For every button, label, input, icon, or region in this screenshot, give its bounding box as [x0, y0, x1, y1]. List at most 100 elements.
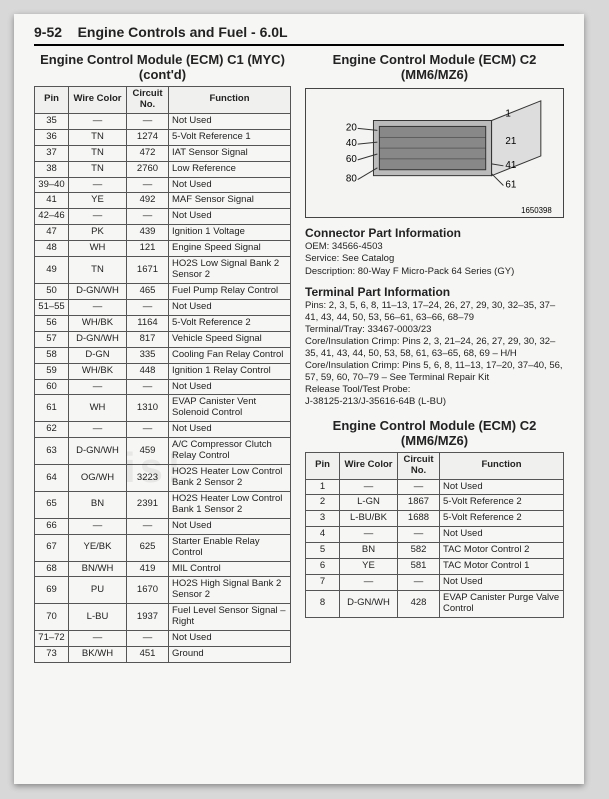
table-cell: 63 [35, 438, 69, 465]
svg-text:41: 41 [505, 160, 516, 171]
table-cell: 3 [306, 511, 340, 527]
table-row: 8D-GN/WH428EVAP Canister Purge Valve Con… [306, 590, 564, 617]
table-cell: 1937 [127, 604, 169, 631]
ecm-c2-table: PinWire ColorCircuit No.Function 1——Not … [305, 452, 564, 618]
table-cell: 419 [127, 561, 169, 577]
table-row: 51–55——Not Used [35, 299, 291, 315]
table-cell: — [127, 209, 169, 225]
table-cell: 70 [35, 604, 69, 631]
table-cell: 60 [35, 379, 69, 395]
table-cell: 472 [127, 145, 169, 161]
table-cell: 58 [35, 347, 69, 363]
col-header: Pin [306, 452, 340, 479]
svg-text:20: 20 [346, 122, 357, 133]
table-cell: MIL Control [169, 561, 291, 577]
table-cell: 35 [35, 113, 69, 129]
table-cell: 41 [35, 193, 69, 209]
table-row: 71–72——Not Used [35, 631, 291, 647]
table-cell: WH/BK [69, 363, 127, 379]
table-cell: 335 [127, 347, 169, 363]
table-cell: 1 [306, 479, 340, 495]
table-cell: TN [69, 257, 127, 284]
table-cell: Not Used [169, 379, 291, 395]
right-column: Engine Control Module (ECM) C2 (MM6/MZ6)… [305, 52, 564, 663]
manual-page: 9-52 Engine Controls and Fuel - 6.0L Eng… [14, 14, 584, 784]
table-cell: Fuel Level Sensor Signal – Right [169, 604, 291, 631]
table-cell: — [69, 422, 127, 438]
table-cell: Not Used [169, 422, 291, 438]
table-row: 59WH/BK448Ignition 1 Relay Control [35, 363, 291, 379]
table-cell: Not Used [440, 527, 564, 543]
tray-line: Terminal/Tray: 33467-0003/23 [305, 324, 564, 335]
col-header: Wire Color [340, 452, 398, 479]
table-cell: 492 [127, 193, 169, 209]
table-cell: L-BU [69, 604, 127, 631]
table-cell: 428 [398, 590, 440, 617]
table-cell: — [398, 479, 440, 495]
table-cell: 1671 [127, 257, 169, 284]
release-line: Release Tool/Test Probe: [305, 384, 564, 395]
table-cell: BN [69, 491, 127, 518]
tool-line: J-38125-213/J-35616-64B (L-BU) [305, 396, 564, 407]
table-cell: 7 [306, 575, 340, 591]
table-cell: — [69, 177, 127, 193]
table-cell: 39–40 [35, 177, 69, 193]
table-cell: 6 [306, 559, 340, 575]
table-cell: 50 [35, 283, 69, 299]
table-cell: 42–46 [35, 209, 69, 225]
table-cell: 59 [35, 363, 69, 379]
table-cell: 581 [398, 559, 440, 575]
table-row: 3L-BU/BK16885-Volt Reference 2 [306, 511, 564, 527]
table-row: 49TN1671HO2S Low Signal Bank 2 Sensor 2 [35, 257, 291, 284]
connector-diagram: 20 1 40 21 60 41 80 61 1650398 [305, 88, 564, 218]
table-cell: — [69, 113, 127, 129]
table-row: 66——Not Used [35, 518, 291, 534]
table-cell: 57 [35, 331, 69, 347]
left-table-title: Engine Control Module (ECM) C1 (MYC) (co… [34, 52, 291, 82]
table-cell: L-GN [340, 495, 398, 511]
table-cell: HO2S Heater Low Control Bank 2 Sensor 2 [169, 465, 291, 492]
table-cell: L-BU/BK [340, 511, 398, 527]
table-cell: 67 [35, 534, 69, 561]
table-cell: HO2S High Signal Bank 2 Sensor 2 [169, 577, 291, 604]
col-header: Circuit No. [398, 452, 440, 479]
table-cell: 56 [35, 315, 69, 331]
table-cell: Not Used [169, 299, 291, 315]
core-line: Core/Insulation Crimp: Pins 2, 3, 21–24,… [305, 336, 564, 359]
table-cell: Not Used [169, 209, 291, 225]
table-cell: 5-Volt Reference 2 [440, 511, 564, 527]
table-cell: D-GN/WH [69, 331, 127, 347]
col-header: Circuit No. [127, 87, 169, 114]
table-row: 57D-GN/WH817Vehicle Speed Signal [35, 331, 291, 347]
table-cell: 4 [306, 527, 340, 543]
table-cell: 73 [35, 647, 69, 663]
table-row: 50D-GN/WH465Fuel Pump Relay Control [35, 283, 291, 299]
table-cell: 1274 [127, 129, 169, 145]
table-cell: 36 [35, 129, 69, 145]
right-title: Engine Control Module (ECM) C2 (MM6/MZ6) [305, 52, 564, 82]
table-cell: 451 [127, 647, 169, 663]
table-cell: 459 [127, 438, 169, 465]
table-cell: WH [69, 395, 127, 422]
table-cell: 71–72 [35, 631, 69, 647]
table-row: 67YE/BK625Starter Enable Relay Control [35, 534, 291, 561]
table-row: 47PK439Ignition 1 Voltage [35, 225, 291, 241]
table-cell: 1164 [127, 315, 169, 331]
table-row: 70L-BU1937Fuel Level Sensor Signal – Rig… [35, 604, 291, 631]
svg-text:61: 61 [505, 179, 516, 190]
table-cell: TAC Motor Control 1 [440, 559, 564, 575]
table-cell: EVAP Canister Vent Solenoid Control [169, 395, 291, 422]
table-cell: 2760 [127, 161, 169, 177]
table-cell: 582 [398, 543, 440, 559]
table-cell: Not Used [169, 631, 291, 647]
table-cell: PU [69, 577, 127, 604]
svg-text:1: 1 [505, 109, 510, 120]
table-cell: WH/BK [69, 315, 127, 331]
table-cell: Ground [169, 647, 291, 663]
table-row: 35——Not Used [35, 113, 291, 129]
table-row: 38TN2760Low Reference [35, 161, 291, 177]
table-cell: — [69, 299, 127, 315]
page-title: Engine Controls and Fuel - 6.0L [78, 24, 288, 40]
table-cell: 2 [306, 495, 340, 511]
table-cell: EVAP Canister Purge Valve Control [440, 590, 564, 617]
